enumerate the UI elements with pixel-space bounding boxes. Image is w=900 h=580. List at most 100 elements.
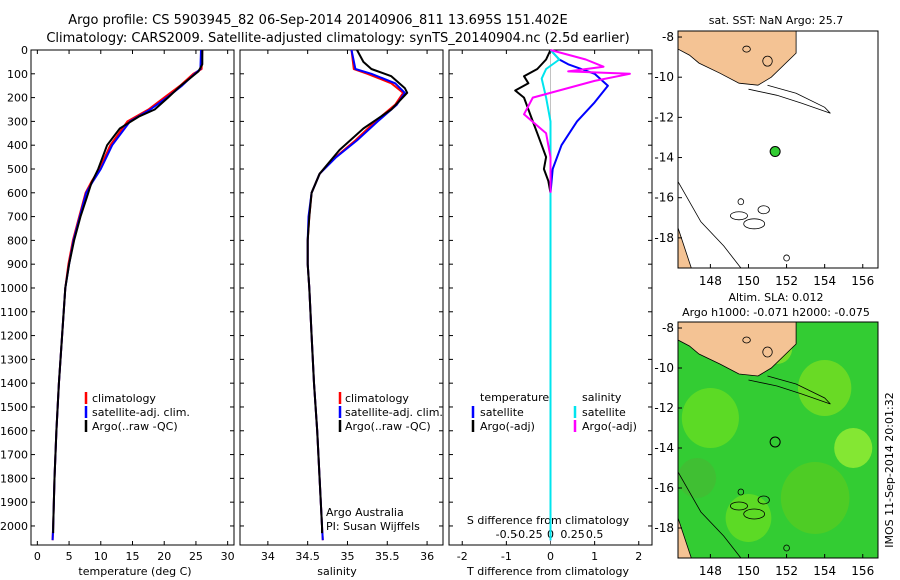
diff-series-s-satellite: [540, 49, 561, 541]
sla-australia-land: [678, 517, 692, 558]
sla-lon-tick-label: 150: [737, 564, 760, 578]
sla-lat-tick-label: -14: [654, 441, 674, 455]
sla-barrier-reef: [678, 471, 742, 558]
temp-xtick-label: 25: [189, 550, 203, 563]
diff-xtick-label: 2: [635, 550, 642, 563]
temp-series-argo-raw-qc-: [52, 50, 204, 534]
sst-argo-location-marker: [769, 146, 781, 158]
sst-lat-tick-label: -14: [654, 151, 674, 165]
sla-sla-anomaly: [681, 388, 739, 448]
temp-legend-argo: Argo(..raw -QC): [92, 420, 178, 433]
sla-lat-tick-label: -12: [654, 401, 674, 415]
diff-xtick-label: -1: [501, 550, 512, 563]
sal-series-satellite-adj-clim-: [306, 49, 406, 541]
s-diff-tick-label: 0.5: [586, 528, 604, 541]
depth-tick-label: 0: [21, 44, 28, 57]
sla-new-guinea-land: [678, 322, 797, 377]
temp-xtick-label: 30: [221, 550, 235, 563]
temp-xtick-label: 10: [94, 550, 108, 563]
sal-series-climatology: [306, 49, 405, 541]
temp-legend-clim: climatology: [92, 392, 156, 405]
sal-legend-argo: Argo(..raw -QC): [345, 420, 431, 433]
sal-plot-frame: [239, 49, 444, 546]
sal-xtick-label: 34.5: [295, 550, 320, 563]
sst-lon-tick-label: 150: [737, 274, 760, 288]
diff-xtick-label: 1: [591, 550, 598, 563]
sst-island-outline: [742, 45, 751, 53]
sst-australia-land: [678, 227, 692, 268]
sla-island-outline: [762, 346, 773, 358]
depth-tick-label: 1600: [0, 425, 28, 438]
sla-lat-tick-label: -18: [654, 521, 674, 535]
sal-xtick-label: 35.5: [375, 550, 400, 563]
sst-island-outline: [743, 218, 766, 230]
argo-australia-label: Argo Australia: [326, 506, 404, 519]
sst-island-outline: [783, 254, 790, 262]
diff-legend-targo: Argo(-adj): [480, 420, 535, 433]
diff-legend-tsat: satellite: [480, 406, 524, 419]
depth-tick-label: 700: [7, 211, 28, 224]
s-diff-tick-label: 0.25: [560, 528, 585, 541]
sst-barrier-reef: [678, 181, 742, 268]
depth-tick-label: 900: [7, 258, 28, 271]
figure-title-line1: Argo profile: CS 5903945_82 06-Sep-2014 …: [68, 13, 568, 28]
diff-series-t-satellite: [549, 49, 609, 541]
sla-island-outline: [729, 501, 748, 511]
sla-island-outline: [743, 508, 766, 520]
sla-lon-tick-label: 156: [851, 564, 874, 578]
s-diff-tick-label: -0.25: [514, 528, 542, 541]
sla-map-title: Altim. SLA: 0.012: [728, 291, 823, 304]
sal-series-argo-raw-qc-: [306, 49, 409, 534]
figure-title-line2: Climatology: CARS2009. Satellite-adjuste…: [46, 31, 629, 46]
sst-lat-tick-label: -16: [654, 191, 674, 205]
diff-xtick-label: -2: [457, 550, 468, 563]
sla-sla-anomaly: [678, 458, 717, 498]
sst-lat-tick-label: -10: [654, 70, 674, 84]
sst-map-frame: [677, 30, 879, 269]
sla-argo-location-marker: [769, 436, 781, 448]
salinity-xlabel: salinity: [317, 565, 357, 578]
sla-sla-anomaly: [780, 462, 850, 534]
diff-legend-salinity-title: salinity: [582, 391, 622, 404]
sla-lat-tick-label: -8: [662, 321, 674, 335]
depth-tick-label: 600: [7, 187, 28, 200]
sst-island-outline: [737, 198, 745, 206]
depth-tick-label: 1700: [0, 449, 28, 462]
difference-xlabel: T difference from climatology: [466, 565, 629, 578]
chart-layer: 0100200300400500600700800900100011001200…: [0, 30, 879, 578]
temp-xtick-label: 0: [34, 550, 41, 563]
temp-plot-frame: [30, 49, 235, 546]
sla-louisiade-reef: [748, 375, 831, 405]
sst-map-title: sat. SST: NaN Argo: 25.7: [709, 14, 843, 27]
sla-map-subtitle: Argo h1000: -0.071 h2000: -0.075: [682, 306, 870, 319]
s-diff-tick-label: -0.5: [496, 528, 517, 541]
depth-tick-label: 1900: [0, 496, 28, 509]
sla-sla-anomaly: [834, 428, 873, 468]
sla-island-outline: [742, 336, 751, 344]
depth-tick-label: 1500: [0, 401, 28, 414]
depth-tick-label: 1300: [0, 353, 28, 366]
imos-timestamp: IMOS 11-Sep-2014 20:01:32: [883, 392, 896, 547]
sla-island-outline: [737, 488, 745, 496]
sal-legend-clim: climatology: [345, 392, 409, 405]
sla-lat-tick-label: -16: [654, 481, 674, 495]
sal-legend-sat: satellite-adj. clim.: [345, 406, 443, 419]
diff-legend-ssat: satellite: [582, 406, 626, 419]
pi-label: PI: Susan Wijffels: [326, 520, 420, 533]
s-diff-axis-label: S difference from climatology: [467, 514, 630, 527]
depth-tick-label: 100: [7, 68, 28, 81]
temp-legend-sat: satellite-adj. clim.: [92, 406, 190, 419]
temp-xtick-label: 20: [157, 550, 171, 563]
sla-island-outline: [783, 544, 790, 552]
depth-tick-label: 1100: [0, 306, 28, 319]
depth-tick-label: 500: [7, 163, 28, 176]
depth-tick-label: 300: [7, 115, 28, 128]
sst-new-guinea-land: [678, 31, 797, 86]
depth-tick-label: 200: [7, 92, 28, 105]
sla-lon-tick-label: 148: [699, 564, 722, 578]
sal-xtick-label: 35: [340, 550, 354, 563]
sal-xtick-label: 34: [261, 550, 275, 563]
diff-xtick-label: 0: [547, 550, 554, 563]
